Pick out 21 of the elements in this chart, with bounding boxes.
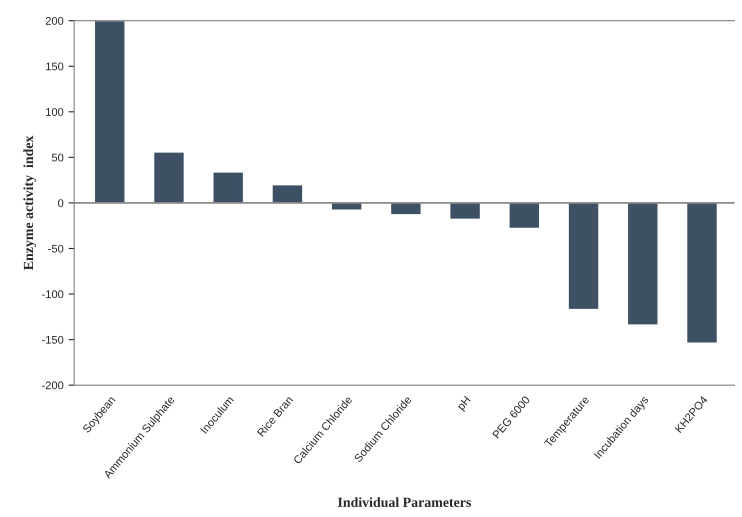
bar <box>212 171 244 204</box>
bar <box>567 202 600 310</box>
y-tick-label: -50 <box>48 244 64 253</box>
bar <box>449 202 482 220</box>
bar <box>508 202 540 230</box>
y-tick-label: 0 <box>58 199 64 208</box>
x-axis-title: Individual Parameters <box>338 497 471 508</box>
y-tick-label: 200 <box>46 16 64 25</box>
y-tick-label: -200 <box>42 381 64 390</box>
bar <box>152 151 186 204</box>
y-tick-label: 150 <box>46 62 64 70</box>
bar <box>626 202 659 326</box>
y-tick-label: 100 <box>46 108 64 116</box>
bar <box>271 184 304 204</box>
bar <box>686 202 718 344</box>
y-tick-label: -150 <box>42 336 64 344</box>
bar <box>94 20 126 204</box>
y-tick-label: 50 <box>52 154 64 162</box>
y-tick-label: -100 <box>42 290 64 298</box>
x-tick-label: pH <box>456 396 472 412</box>
y-axis-title: Enzyme activity index <box>23 136 36 270</box>
